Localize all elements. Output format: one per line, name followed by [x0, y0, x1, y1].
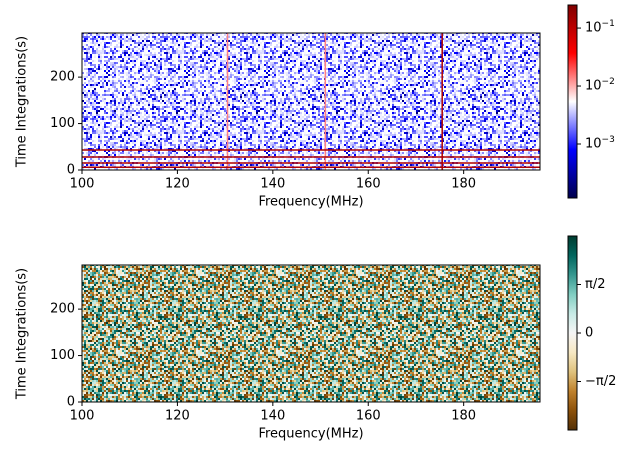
colorbar-tick-label: 10−2: [585, 77, 615, 94]
plot-frame: [81, 264, 541, 403]
plot-frame: [81, 32, 541, 171]
x-axis-label: Frequency(MHz): [258, 427, 363, 442]
x-tick-label: 160: [356, 177, 381, 192]
y-tick-label: 0: [67, 163, 75, 178]
x-tick-label: 140: [260, 409, 285, 424]
colorbar: [567, 235, 578, 431]
x-tick-label: 140: [260, 177, 285, 192]
colorbar-tick-label: −π/2: [585, 374, 616, 389]
colorbar: [567, 4, 578, 199]
x-tick-label: 100: [70, 409, 95, 424]
colorbar-tick-label: 0: [585, 326, 593, 341]
colorbar-tick-label: 10−1: [585, 19, 615, 36]
x-axis-label: Frequency(MHz): [258, 195, 363, 210]
x-tick-label: 120: [165, 177, 190, 192]
y-axis-label: Time Integrations(s): [15, 36, 30, 168]
y-tick-label: 0: [67, 395, 75, 410]
heatmap: [82, 33, 540, 170]
colorbar-tick-label: 10−3: [585, 134, 615, 151]
x-tick-label: 120: [165, 409, 190, 424]
x-tick-label: 160: [356, 409, 381, 424]
y-tick-label: 100: [50, 348, 75, 363]
colorbar-tick-label: π/2: [585, 277, 605, 292]
x-tick-label: 180: [451, 177, 476, 192]
y-tick-label: 200: [50, 70, 75, 85]
y-tick-label: 100: [50, 116, 75, 131]
heatmap: [82, 265, 540, 402]
y-tick-label: 200: [50, 302, 75, 317]
x-tick-label: 100: [70, 177, 95, 192]
y-axis-label: Time Integrations(s): [15, 268, 30, 400]
x-tick-label: 180: [451, 409, 476, 424]
